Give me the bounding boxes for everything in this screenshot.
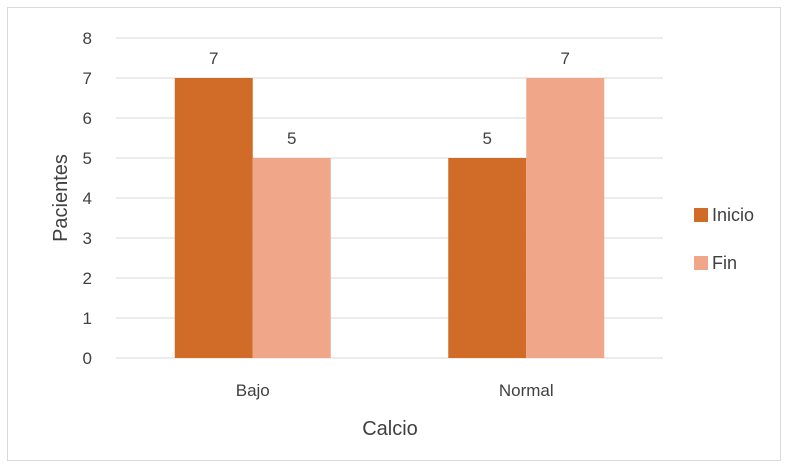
bar-inicio-normal [448,158,527,358]
chart-frame [7,7,781,461]
y-tick-label: 0 [83,349,92,368]
legend-label-fin: Fin [712,253,737,273]
x-tick-label: Bajo [236,381,270,400]
y-tick-labels: 0 1 2 3 4 5 6 7 8 [83,29,92,368]
y-tick-label: 8 [83,29,92,48]
y-tick-label: 3 [83,229,92,248]
bar-fin-normal [526,78,605,358]
legend-swatch-inicio [694,208,708,222]
bar-fin-bajo [252,158,331,358]
x-tick-labels: Bajo Normal [236,381,554,400]
y-axis-title: Pacientes [50,154,72,242]
x-axis-title: Calcio [362,418,418,440]
data-label: 7 [209,49,218,68]
y-tick-label: 2 [83,269,92,288]
data-labels: 7 5 5 7 [209,49,570,148]
y-tick-label: 1 [83,309,92,328]
legend-swatch-fin [694,256,708,270]
data-label: 7 [561,49,570,68]
bars [174,78,605,358]
y-tick-label: 7 [83,69,92,88]
y-tick-label: 6 [83,109,92,128]
data-label: 5 [483,129,492,148]
data-label: 5 [287,129,296,148]
x-tick-label: Normal [499,381,554,400]
legend: Inicio Fin [694,205,754,273]
legend-label-inicio: Inicio [712,205,754,225]
y-tick-label: 5 [83,149,92,168]
bar-inicio-bajo [174,78,253,358]
y-tick-label: 4 [83,189,92,208]
